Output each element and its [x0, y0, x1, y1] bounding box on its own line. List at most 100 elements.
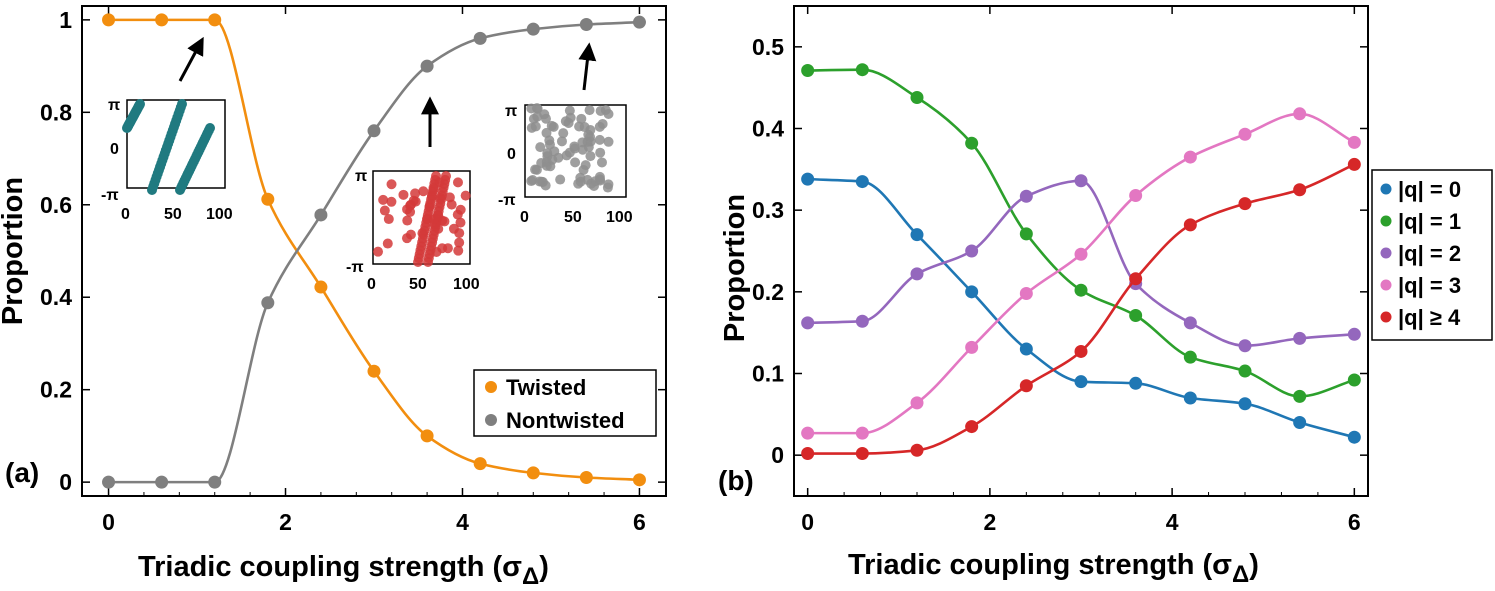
inset-dot	[405, 229, 416, 240]
inset-xtick-100: 100	[206, 206, 233, 223]
data-point	[965, 136, 979, 150]
inset-dot	[602, 182, 613, 193]
y-tick-label: 0.8	[40, 99, 72, 125]
legend-marker-q2	[1380, 247, 1392, 259]
inset-dot	[547, 154, 558, 165]
legend-label-q2: |q| = 2	[1398, 241, 1461, 266]
data-point	[801, 172, 815, 186]
data-point	[855, 63, 869, 77]
inset-dot	[177, 99, 187, 109]
data-point	[855, 447, 869, 461]
inset-dot	[595, 147, 606, 158]
legend-box-a	[473, 369, 657, 437]
data-point	[155, 13, 169, 27]
data-point	[1183, 350, 1197, 364]
inset-dot	[588, 180, 599, 191]
x-tick-label: 2	[279, 509, 292, 535]
inset-dot	[582, 174, 593, 185]
inset-ytick-negpi: -π	[498, 192, 516, 209]
inset-dot	[455, 204, 466, 215]
inset-dot	[544, 139, 555, 150]
data-point	[261, 192, 275, 206]
inset-xtick-100: 100	[453, 276, 480, 293]
inset-dot	[578, 164, 589, 175]
data-point	[910, 228, 924, 242]
series-line-0	[807, 177, 1355, 439]
data-point	[420, 59, 434, 73]
inset-dot	[577, 137, 588, 148]
inset-dot	[428, 184, 439, 195]
series-b	[801, 63, 1361, 461]
y-axis-label-a: Proportion	[0, 177, 29, 325]
series-line-1	[807, 68, 1355, 398]
legend-label-twisted: Twisted	[506, 375, 586, 400]
legend-label-q3: |q| = 3	[1398, 273, 1461, 298]
y-axis-label-b: Proportion	[719, 194, 751, 342]
inset-dot	[442, 243, 453, 254]
inset-xtick-100: 100	[606, 209, 633, 226]
data-point	[1238, 397, 1252, 411]
inset-ytick-negpi: -π	[101, 187, 119, 204]
data-point	[579, 471, 593, 485]
inset-dot	[402, 215, 413, 226]
data-point	[1347, 430, 1361, 444]
inset-xtick-0: 0	[367, 276, 376, 293]
data-point	[261, 296, 275, 310]
inset-dot	[417, 228, 428, 239]
data-point	[1074, 283, 1088, 297]
data-point	[1129, 272, 1143, 286]
inset-dot	[579, 122, 590, 133]
data-point	[1293, 416, 1307, 429]
inset-dot	[556, 136, 567, 147]
axis-ticks-b: 0 2 4 6 0 0.1 0.2 0.3 0.4 0.5	[752, 6, 1368, 535]
legend-marker-nontwisted	[485, 414, 497, 426]
inset-dot	[585, 151, 596, 162]
inset-ytick-pi: π	[108, 97, 120, 114]
inset-dot	[386, 179, 397, 190]
y-tick-label: 0.4	[40, 284, 72, 310]
inset-ytick-0: 0	[507, 146, 516, 163]
data-point	[801, 447, 815, 461]
arrow-3	[578, 42, 597, 91]
inset-dot	[446, 199, 457, 210]
inset-dot	[379, 205, 390, 216]
inset-dot	[577, 144, 588, 155]
legend-label-q4: |q| ≥ 4	[1398, 305, 1461, 330]
data-point	[1183, 391, 1197, 405]
series-line-4	[807, 163, 1355, 455]
data-point	[1293, 183, 1307, 197]
data-point	[855, 426, 869, 440]
inset-dot	[565, 112, 576, 123]
inset-dot	[448, 223, 459, 234]
inset-dot	[424, 201, 435, 212]
y-tick-label: 0	[59, 469, 72, 495]
legend-label-q1: |q| = 1	[1398, 209, 1461, 234]
y-tick-label: 0	[771, 442, 784, 468]
data-point	[1074, 247, 1088, 261]
inset-dot	[135, 99, 145, 109]
inset-dot	[558, 128, 569, 139]
y-tick-label: 0.5	[752, 34, 784, 60]
data-point	[155, 475, 169, 489]
inset-dot	[541, 127, 552, 138]
inset-dot	[386, 196, 397, 207]
inset-dot	[603, 109, 614, 120]
data-point	[1019, 189, 1033, 203]
legend-a: Twisted Nontwisted	[473, 369, 657, 437]
x-axis-label-a: Triadic coupling strength (σΔ)	[138, 551, 549, 590]
inset-dot	[454, 237, 465, 248]
data-point	[579, 17, 593, 31]
data-point	[801, 316, 815, 330]
data-point	[1347, 373, 1361, 387]
inset-dot	[378, 194, 389, 205]
inset-dot	[531, 164, 542, 175]
data-point	[1019, 379, 1033, 393]
data-point	[367, 124, 381, 138]
legend-marker-q1	[1380, 215, 1392, 227]
inset-middle: π -π 0 50 100	[346, 168, 480, 293]
data-point	[1019, 227, 1033, 241]
y-tick-label: 0.4	[752, 116, 784, 142]
inset-dot	[439, 216, 450, 227]
inset-scatter-1	[122, 99, 215, 195]
